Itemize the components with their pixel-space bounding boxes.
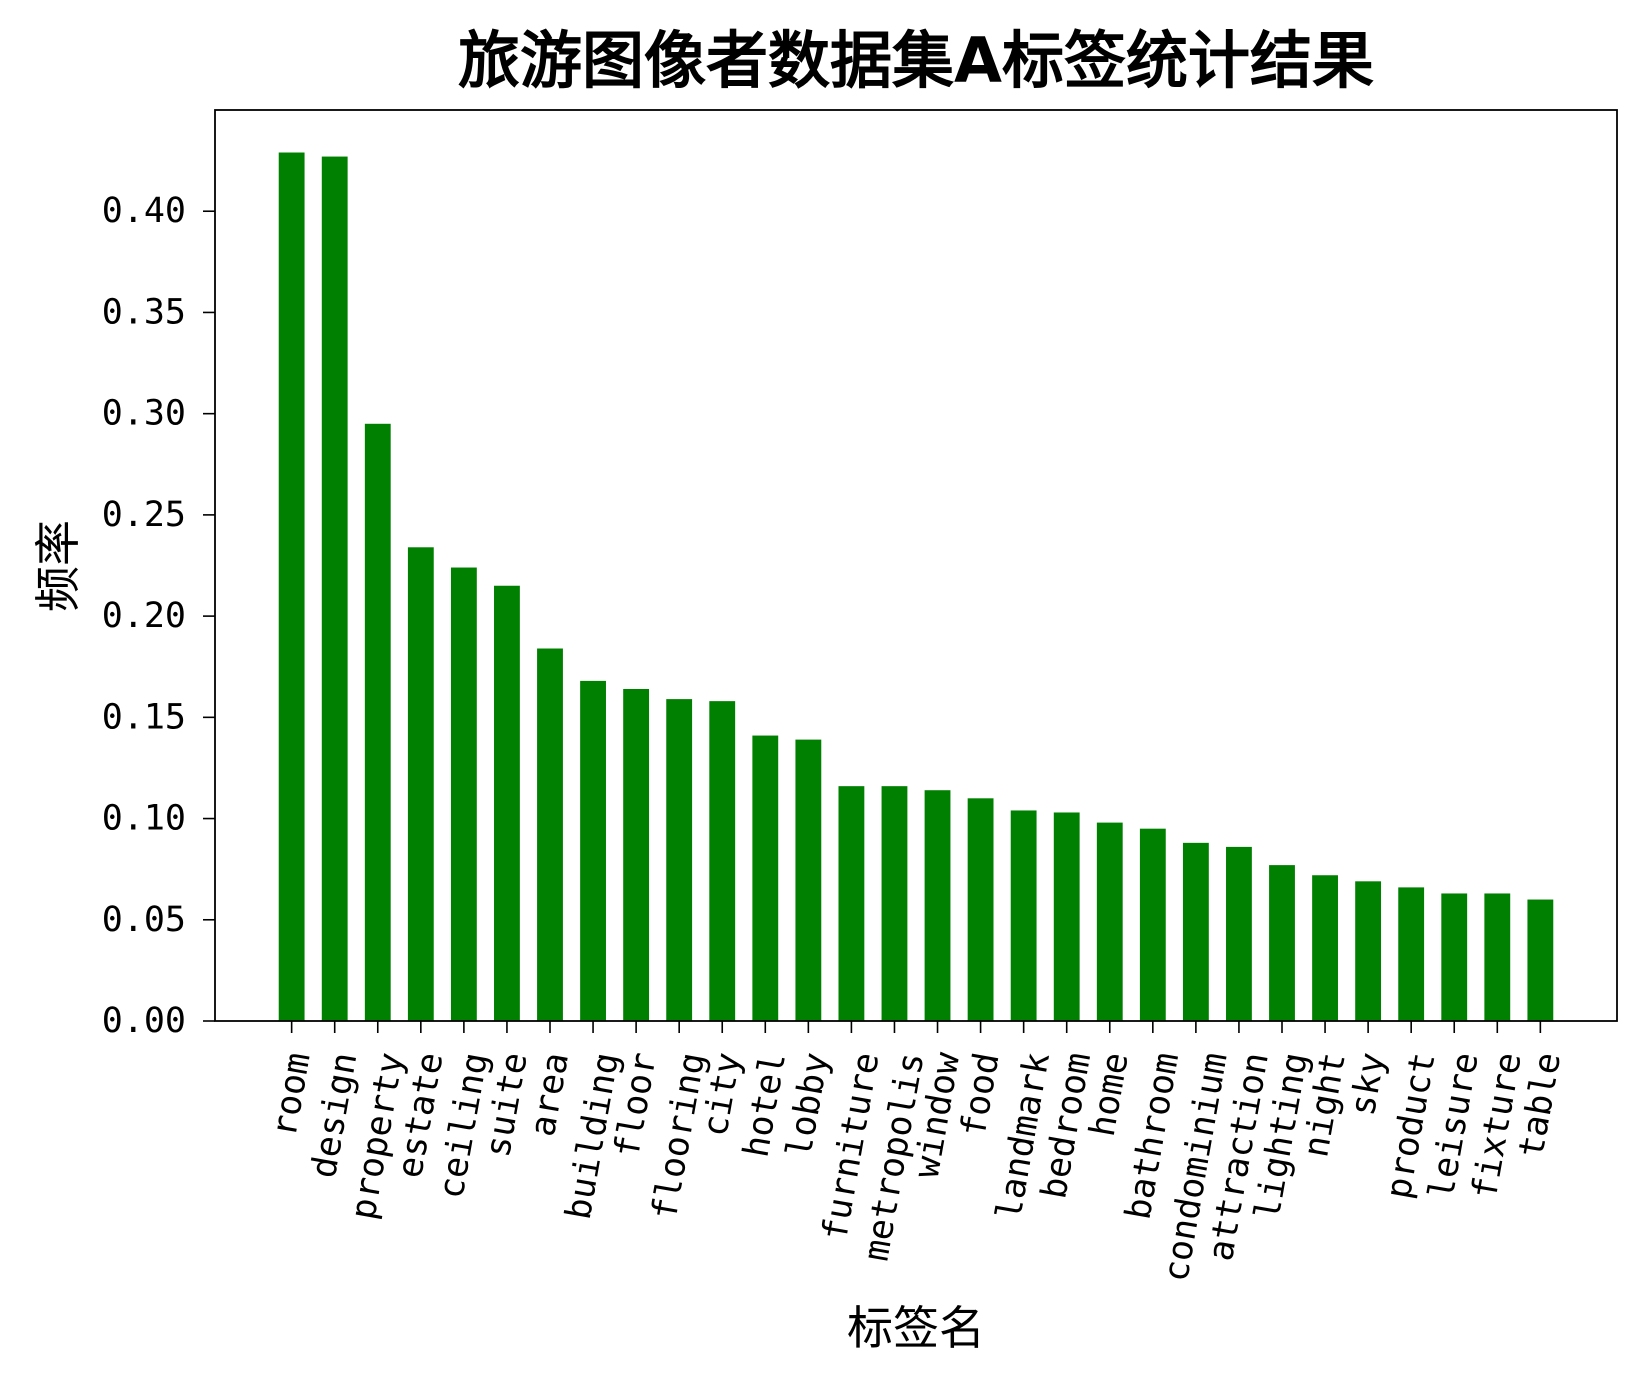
y-axis-ticks: 0.00 0.05 0.10 0.15 0.20 0.25 0.30 0.35 0.40 [102, 191, 215, 1041]
bar-ceiling [450, 567, 477, 1021]
bar-food [967, 798, 994, 1021]
bar-room [278, 152, 305, 1022]
bars-group [278, 152, 1554, 1022]
bar-lighting [1269, 865, 1295, 1021]
bar-furniture [838, 786, 865, 1021]
bar-floor [623, 688, 650, 1021]
bar-design [321, 156, 348, 1021]
bar-sky [1355, 881, 1382, 1021]
bar-attraction [1226, 846, 1252, 1021]
bar-fixture [1484, 893, 1511, 1021]
bar-bathroom [1139, 828, 1166, 1021]
bar-bedroom [1053, 812, 1080, 1021]
bar-product [1398, 887, 1425, 1021]
y-tick-label: 0.40 [102, 191, 186, 231]
bar-property [364, 423, 391, 1021]
bar-home [1096, 822, 1123, 1021]
chart-title: 旅游图像者数据集A标签统计结果 [458, 24, 1374, 97]
bar-city [709, 701, 736, 1021]
plot-frame [214, 109, 1618, 1022]
bar-landmark [1010, 810, 1037, 1021]
bar-leisure [1441, 893, 1468, 1021]
bar-hotel [752, 735, 779, 1021]
bar-estate [407, 547, 434, 1021]
bar-window [924, 790, 951, 1021]
bar-flooring [666, 699, 693, 1021]
x-axis-label: 标签名 [847, 1301, 985, 1355]
bar-night [1312, 875, 1338, 1021]
bar-condominium [1182, 842, 1209, 1021]
y-tick-label: 0.25 [102, 495, 186, 535]
y-tick-label: 0.20 [102, 596, 186, 636]
bar-lobby [795, 739, 822, 1021]
bar-suite [494, 585, 520, 1021]
y-tick-label: 0.10 [102, 799, 186, 839]
y-tick-label: 0.30 [102, 394, 186, 434]
y-tick-label: 0.05 [102, 900, 186, 940]
y-tick-label: 0.35 [102, 292, 186, 332]
bar-table [1527, 899, 1554, 1021]
y-axis-label: 频率 [31, 520, 85, 612]
bar-area [537, 648, 563, 1021]
bar-building [580, 680, 606, 1021]
bar-metropolis [881, 786, 908, 1021]
y-tick-label: 0.00 [102, 1001, 186, 1041]
y-tick-label: 0.15 [102, 697, 186, 737]
